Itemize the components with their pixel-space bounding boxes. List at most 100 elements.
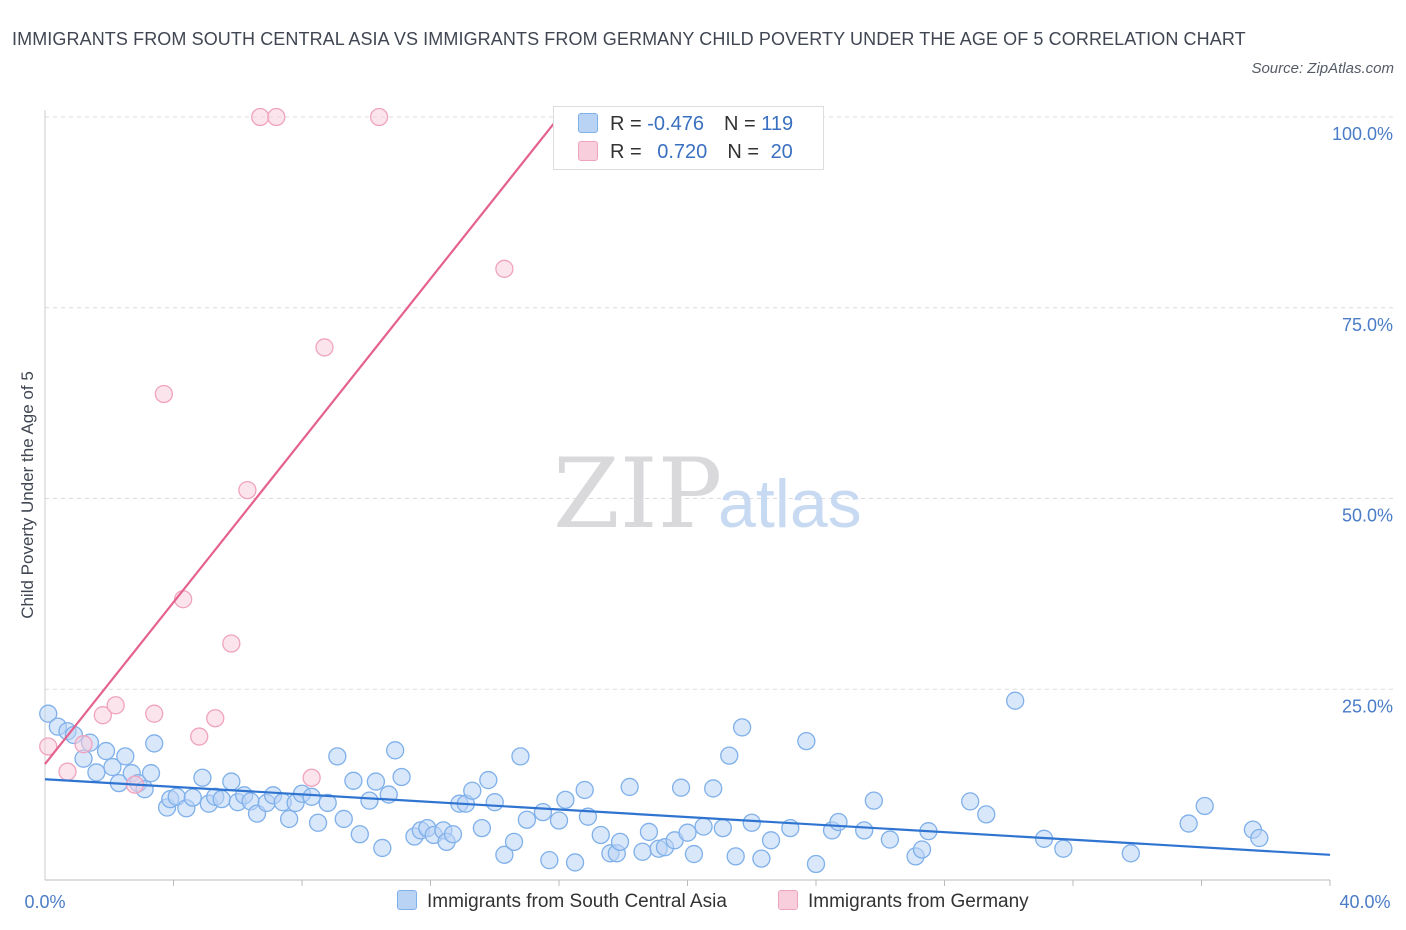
legend-r-label: R =	[610, 141, 648, 163]
series-legend: Immigrants from South Central Asia Immig…	[0, 890, 1406, 914]
data-point	[591, 825, 610, 845]
data-point	[74, 735, 93, 754]
data-point	[58, 762, 77, 781]
data-point	[864, 791, 883, 810]
data-point	[1179, 814, 1198, 833]
data-point	[212, 789, 231, 809]
data-point	[344, 771, 363, 790]
data-point	[190, 727, 209, 746]
data-point	[145, 734, 164, 753]
x-tick-label-max: 40.0%	[1339, 892, 1390, 912]
data-point	[620, 777, 639, 797]
data-point	[302, 787, 321, 806]
data-point	[880, 830, 900, 849]
data-point	[912, 840, 932, 859]
data-point	[443, 825, 463, 844]
data-point	[713, 818, 732, 838]
data-point	[154, 384, 174, 404]
data-point	[315, 338, 334, 357]
data-point	[961, 792, 980, 811]
data-point	[752, 849, 771, 868]
legend-row-south-central-asia: R = -0.476 N = 119	[578, 113, 793, 137]
data-point	[373, 838, 392, 858]
data-point	[549, 811, 569, 830]
data-point	[279, 809, 299, 829]
data-point	[116, 747, 135, 766]
data-point	[238, 480, 257, 500]
data-point	[386, 741, 405, 760]
data-point	[485, 793, 504, 812]
data-point	[145, 704, 164, 723]
data-point	[575, 780, 594, 800]
correlation-legend: R = -0.476 N = 119 R = 0.720 N = 20	[553, 106, 824, 170]
data-point	[366, 772, 386, 791]
data-point	[495, 259, 514, 278]
series-south-central-asia-points	[39, 691, 1269, 874]
data-point	[504, 832, 524, 851]
trend-line-germany	[44, 116, 560, 765]
watermark-atlas: atlas	[718, 466, 862, 542]
data-point	[328, 747, 347, 766]
data-point	[517, 810, 537, 829]
data-point	[206, 709, 225, 728]
legend-swatch-blue	[578, 113, 598, 133]
series-legend-label: Immigrants from Germany	[808, 891, 1029, 912]
data-point	[1054, 839, 1073, 858]
data-point	[495, 845, 514, 864]
trend-lines	[44, 116, 1331, 856]
legend-n-value: 119	[761, 113, 794, 135]
y-tick-label: 50.0%	[1342, 506, 1393, 526]
data-point	[350, 825, 369, 844]
data-point	[463, 781, 482, 800]
data-point	[540, 851, 559, 870]
data-point	[87, 763, 106, 782]
data-point	[103, 757, 122, 777]
data-point	[639, 822, 659, 842]
data-point	[704, 779, 723, 798]
data-point	[1006, 691, 1025, 710]
legend-r-value: -0.476	[647, 113, 704, 135]
series-germany-points	[39, 107, 643, 794]
x-ticks	[173, 880, 1331, 886]
series-legend-south-central-asia[interactable]: Immigrants from South Central Asia	[397, 890, 727, 913]
legend-r-value: 0.720	[657, 141, 708, 163]
legend-n-value: 20	[770, 141, 793, 163]
legend-r-label: R =	[610, 113, 648, 135]
data-point	[39, 737, 58, 756]
data-point	[1250, 828, 1269, 848]
data-point	[106, 696, 125, 715]
data-point	[93, 706, 112, 725]
data-point	[1195, 796, 1214, 816]
gridlines	[45, 116, 1395, 690]
data-point	[1121, 844, 1140, 863]
y-tick-label: 75.0%	[1342, 315, 1393, 335]
chart-source: Source: ZipAtlas.com	[1251, 60, 1394, 77]
data-point	[610, 832, 630, 851]
data-point	[472, 818, 492, 838]
data-point	[694, 817, 713, 836]
x-tick-label-min: 0.0%	[24, 892, 65, 912]
data-point	[360, 791, 379, 810]
legend-row-germany: R = 0.720 N = 20	[578, 141, 793, 165]
legend-swatch-pink	[578, 141, 598, 161]
data-point	[977, 805, 996, 824]
data-point	[678, 823, 697, 842]
data-point	[533, 802, 553, 822]
data-point	[556, 790, 575, 810]
data-point	[511, 747, 530, 766]
series-legend-germany[interactable]: Immigrants from Germany	[778, 890, 1029, 913]
legend-n-label: N =	[723, 113, 762, 135]
data-point	[302, 768, 321, 787]
legend-n-label: N =	[727, 141, 765, 163]
data-point	[392, 767, 411, 787]
data-point	[251, 107, 270, 127]
series-legend-label: Immigrants from South Central Asia	[427, 891, 727, 912]
data-point	[797, 731, 816, 751]
data-point	[855, 821, 874, 840]
data-point	[732, 718, 752, 737]
data-point	[761, 831, 781, 850]
y-tick-labels: 25.0% 50.0% 75.0% 100.0%	[1332, 124, 1393, 716]
data-point	[633, 842, 652, 861]
data-point	[369, 107, 389, 127]
